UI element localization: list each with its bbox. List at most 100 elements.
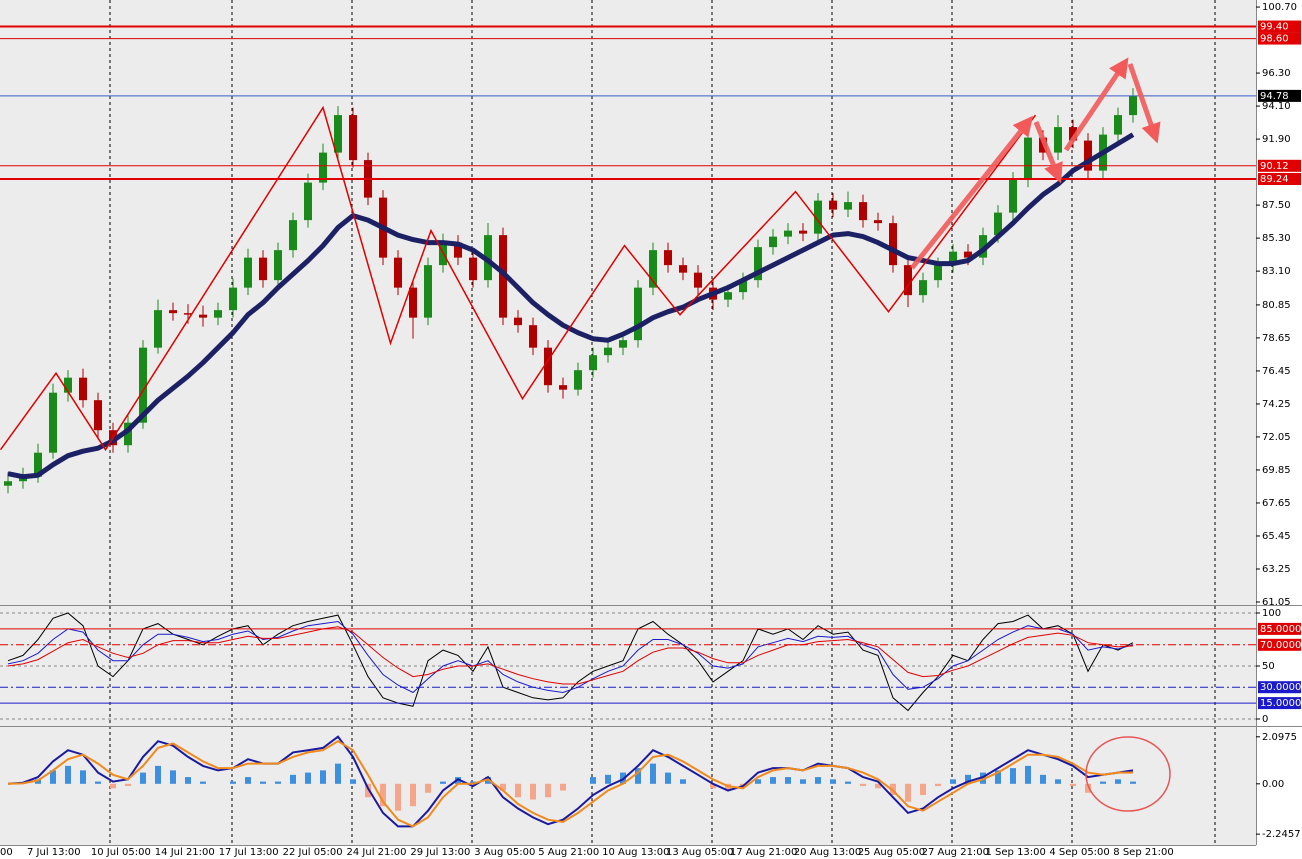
histogram-bar xyxy=(1040,774,1046,784)
histogram-bar xyxy=(290,774,296,784)
level-label: 15.0000 xyxy=(1260,698,1301,709)
y-tick-label: 67.65 xyxy=(1262,498,1291,509)
candle-body xyxy=(604,347,612,356)
candle-body xyxy=(259,257,267,281)
x-tick-label: 27 Aug 21:00 xyxy=(922,847,989,858)
candle-body xyxy=(919,280,927,296)
plot-background xyxy=(0,0,1256,845)
histogram-bar xyxy=(1025,765,1031,784)
candle-body xyxy=(874,220,882,224)
level-label: 98.60 xyxy=(1260,34,1289,45)
candle-body xyxy=(394,257,402,288)
y-tick-label: 96.30 xyxy=(1262,68,1291,79)
histogram-bar xyxy=(410,783,416,807)
y-tick-label: 65.45 xyxy=(1262,531,1291,542)
candle-body xyxy=(4,481,12,486)
candle-body xyxy=(754,247,762,281)
histogram-bar xyxy=(320,770,326,784)
candle-body xyxy=(859,202,867,221)
y-tick-label: 83.10 xyxy=(1262,266,1291,277)
x-tick-label: 22 Jul 05:00 xyxy=(283,847,343,858)
candle-body xyxy=(1069,127,1077,141)
y-tick-label: 100.70 xyxy=(1262,2,1297,13)
candle-body xyxy=(469,257,477,281)
candle-body xyxy=(949,251,957,266)
candle-body xyxy=(229,287,237,311)
histogram-bar xyxy=(635,768,641,784)
candle-body xyxy=(649,250,657,288)
candle-body xyxy=(334,115,342,153)
level-label: 30.0000 xyxy=(1260,682,1301,693)
candle-body xyxy=(799,230,807,234)
candle-body xyxy=(769,236,777,248)
histogram-bar xyxy=(1055,779,1061,784)
x-tick-label: 24 Jul 21:00 xyxy=(347,847,407,858)
histogram-bar xyxy=(80,770,86,784)
histogram-bar xyxy=(935,783,941,787)
y-tick-label: -2.2457 xyxy=(1262,829,1301,840)
histogram-bar xyxy=(425,783,431,793)
histogram-bar xyxy=(755,779,761,784)
y-tick-label: 94.10 xyxy=(1262,101,1291,112)
y-tick-label: 87.50 xyxy=(1262,200,1291,211)
histogram-bar xyxy=(815,777,821,784)
candle-body xyxy=(529,325,537,348)
x-tick-label: 4 Sep 05:00 xyxy=(1049,847,1109,858)
highlight-circle xyxy=(1085,736,1171,812)
level-tag xyxy=(1258,159,1301,172)
x-tick-label: 17 Aug 21:00 xyxy=(730,847,797,858)
histogram-bar xyxy=(350,779,356,784)
candle-body xyxy=(544,347,552,386)
histogram-bar xyxy=(365,783,371,798)
y-tick-label: 91.90 xyxy=(1262,134,1291,145)
histogram-bar xyxy=(335,763,341,784)
x-tick-label: 13 Aug 05:00 xyxy=(666,847,733,858)
level-tag xyxy=(1258,32,1301,45)
y-tick-label: 2.0975 xyxy=(1262,732,1297,743)
x-tick-label: 20 Aug 13:00 xyxy=(794,847,861,858)
macd-line xyxy=(7,740,1133,828)
x-tick-label: 8 Sep 21:00 xyxy=(1113,847,1173,858)
level-tag xyxy=(1258,681,1301,694)
x-tick-label: 29 Jul 13:00 xyxy=(410,847,470,858)
arrow xyxy=(1033,121,1063,184)
histogram-bar xyxy=(965,774,971,784)
histogram-bar xyxy=(200,781,206,784)
y-tick-label: 0 xyxy=(1262,714,1268,725)
annotation-arrows xyxy=(910,57,1161,270)
histogram-bar xyxy=(590,777,596,784)
candle-body xyxy=(784,230,792,237)
histogram-bar xyxy=(230,781,236,784)
level-label: 89.24 xyxy=(1260,174,1289,185)
histogram-bar xyxy=(95,781,101,784)
histogram-bar xyxy=(800,779,806,784)
candle-body xyxy=(814,200,822,234)
candle-body xyxy=(169,310,177,314)
histogram-bar xyxy=(275,781,281,784)
candle-body xyxy=(694,272,702,288)
candle-body xyxy=(634,287,642,341)
level-tag xyxy=(1258,20,1301,33)
histogram-bar xyxy=(1130,781,1136,784)
level-tag xyxy=(1258,89,1301,102)
histogram-bar xyxy=(185,777,191,784)
candle-body xyxy=(424,265,432,318)
histogram-bar xyxy=(380,783,386,807)
arrow xyxy=(910,115,1033,270)
y-tick-label: 74.25 xyxy=(1262,399,1291,410)
histogram-bar xyxy=(245,777,251,784)
y-tick-label: 63.25 xyxy=(1262,564,1291,575)
candle-body xyxy=(889,223,897,266)
y-tick-label: 80.85 xyxy=(1262,300,1291,311)
candle-body xyxy=(94,400,102,431)
histogram-bar xyxy=(440,781,446,784)
histogram-bar xyxy=(530,783,536,800)
histogram-bar xyxy=(665,772,671,784)
x-tick-label: 00 xyxy=(0,847,13,858)
histogram-bar xyxy=(1010,768,1016,784)
candle-body xyxy=(664,250,672,266)
level-tag xyxy=(1258,697,1301,710)
histogram-bar xyxy=(470,781,476,784)
